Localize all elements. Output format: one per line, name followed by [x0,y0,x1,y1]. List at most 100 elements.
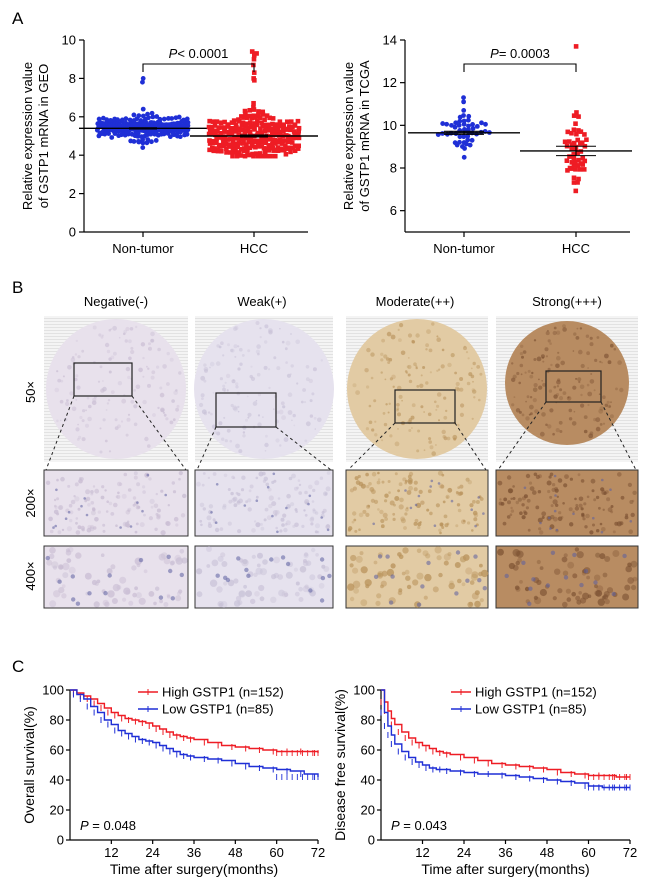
ihc-texture [102,529,106,533]
data-point [461,118,467,124]
ihc-texture [541,412,546,417]
ihc-texture [549,495,553,499]
ihc-texture [416,449,420,453]
ihc-texture [147,444,151,448]
ihc-texture [407,474,412,479]
ihc-texture [249,484,254,489]
ihc-texture [436,555,442,561]
ihc-texture [545,355,549,358]
ihc-texture [589,530,594,535]
ihc-texture [416,385,420,388]
ihc-texture [121,398,127,404]
data-point [259,130,265,136]
data-point [287,124,292,129]
data-point [252,53,257,58]
ihc-texture [201,483,205,487]
data-point [268,153,273,159]
ihc-texture [587,403,590,407]
ihc-texture [178,589,183,594]
legend-label: Low GSTP1 (n=85) [475,702,587,717]
data-point [127,117,133,123]
ihc-texture [133,404,138,409]
data-point [461,154,467,160]
ihc-nucleus [504,573,509,579]
ihc-texture [74,482,79,487]
ihc-texture [625,565,632,573]
ihc-nucleus [539,521,542,525]
ihc-texture [309,399,313,403]
ihc-texture [455,491,459,494]
ihc-texture [374,420,377,423]
data-point [278,123,283,129]
ihc-texture [479,497,484,501]
ihc-texture [106,402,110,405]
ihc-texture [559,388,563,392]
ihc-texture [562,324,566,328]
ihc-texture [200,375,206,381]
ihc-texture [65,548,71,553]
ihc-texture [222,387,226,392]
data-point [249,115,255,121]
ihc-texture [524,371,527,374]
ihc-texture [299,566,307,573]
ihc-texture [515,408,521,413]
ihc-texture [113,351,117,356]
ihc-texture [381,480,385,484]
ihc-texture [203,379,207,383]
data-point [207,147,212,153]
ihc-texture [371,471,377,477]
ihc-texture [479,598,484,603]
data-point [280,126,286,132]
ihc-texture [296,486,299,490]
data-point [222,125,228,130]
ihc-texture [351,520,355,524]
ihc-texture [262,471,266,476]
data-point [466,123,471,129]
ihc-texture [142,485,146,489]
ihc-texture [251,528,256,533]
ihc-texture [84,572,92,580]
ihc-texture [118,482,123,486]
data-point [465,137,471,143]
ihc-texture [117,481,122,487]
x-tick-label: 48 [228,845,242,860]
ihc-texture [507,488,513,494]
ihc-texture [56,512,60,516]
ihc-texture [283,527,288,533]
ihc-texture [207,523,213,528]
ihc-texture [607,360,612,365]
ihc-texture [425,553,431,559]
ihc-texture [397,552,402,557]
ihc-nucleus [103,591,108,596]
ihc-texture [355,390,360,395]
data-point [257,115,263,121]
data-point [461,95,466,100]
ihc-texture [77,525,82,530]
ihc-nucleus [271,514,274,518]
ihc-texture [510,497,513,500]
ihc-texture [259,522,263,526]
ihc-texture [568,507,573,512]
ihc-texture [612,550,620,557]
ihc-nucleus [71,597,76,602]
data-point [574,110,579,115]
ihc-texture [148,342,151,346]
ihc-texture [230,403,234,408]
ihc-texture [446,522,450,526]
ihc-texture [230,348,235,353]
data-point [571,152,577,157]
data-point [461,99,467,105]
data-point [461,108,467,113]
ihc-texture [206,564,211,568]
ihc-texture [610,505,614,508]
ihc-texture [528,481,533,485]
ihc-texture [499,498,502,501]
ihc-texture [622,593,630,601]
ihc-texture [199,502,205,508]
ihc-texture [243,584,248,589]
data-point [277,129,283,135]
ihc-texture [396,408,399,412]
ihc-texture [572,385,577,390]
ihc-200x-tile [194,469,334,537]
ihc-row-label-400x: 400× [23,561,38,590]
